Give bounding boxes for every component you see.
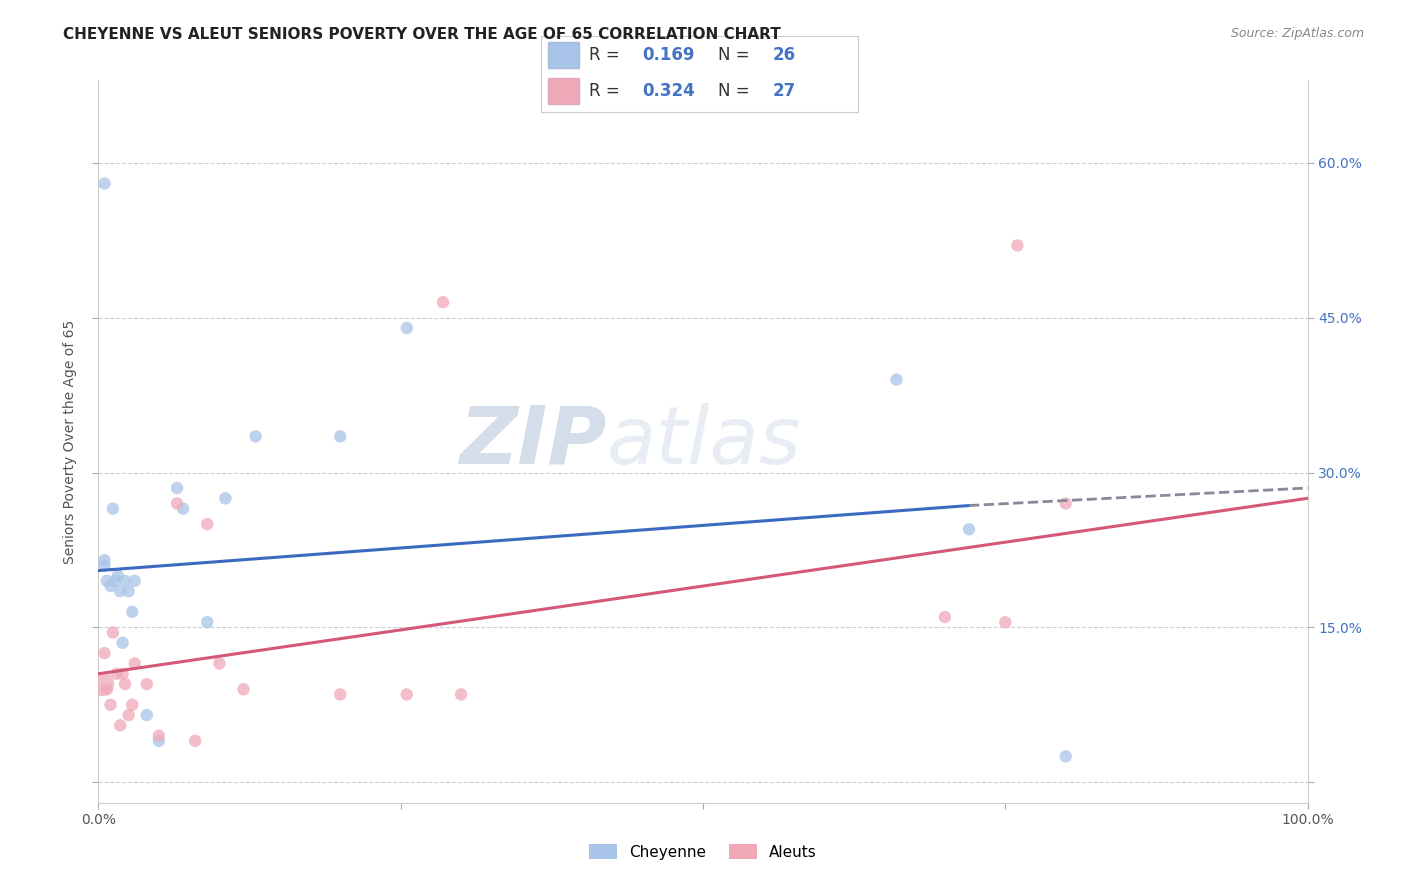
Point xyxy=(105,666,128,681)
Point xyxy=(111,636,134,650)
Text: 0.169: 0.169 xyxy=(643,45,695,63)
Bar xyxy=(548,78,579,104)
Point xyxy=(114,574,136,588)
Point xyxy=(93,553,115,567)
Point xyxy=(118,584,141,599)
Point xyxy=(93,558,115,573)
Point xyxy=(432,295,454,310)
Text: R =: R = xyxy=(589,45,624,63)
Point xyxy=(124,574,146,588)
Point xyxy=(172,501,194,516)
Point xyxy=(208,657,231,671)
Point xyxy=(395,321,418,335)
Point xyxy=(101,625,124,640)
Point xyxy=(118,708,141,723)
Point xyxy=(100,698,122,712)
Point xyxy=(96,574,118,588)
Point xyxy=(994,615,1017,630)
Point xyxy=(121,698,143,712)
Legend: Cheyenne, Aleuts: Cheyenne, Aleuts xyxy=(582,836,824,867)
Point xyxy=(166,496,188,510)
Point xyxy=(934,610,956,624)
Text: N =: N = xyxy=(718,45,755,63)
Point xyxy=(1054,749,1077,764)
Point xyxy=(245,429,267,443)
Point xyxy=(121,605,143,619)
Point xyxy=(1007,238,1029,252)
Text: atlas: atlas xyxy=(606,402,801,481)
Point xyxy=(195,615,218,630)
Bar xyxy=(548,42,579,68)
Point xyxy=(886,373,908,387)
Point xyxy=(184,734,207,748)
Text: ZIP: ZIP xyxy=(458,402,606,481)
Text: 0.324: 0.324 xyxy=(643,82,696,100)
Point xyxy=(450,687,472,701)
Point xyxy=(135,677,157,691)
Point xyxy=(329,429,352,443)
Point xyxy=(395,687,418,701)
Text: CHEYENNE VS ALEUT SENIORS POVERTY OVER THE AGE OF 65 CORRELATION CHART: CHEYENNE VS ALEUT SENIORS POVERTY OVER T… xyxy=(63,27,780,42)
Point xyxy=(108,584,131,599)
Point xyxy=(111,666,134,681)
Point xyxy=(108,718,131,732)
Point xyxy=(214,491,236,506)
Y-axis label: Seniors Poverty Over the Age of 65: Seniors Poverty Over the Age of 65 xyxy=(63,319,77,564)
Point xyxy=(148,734,170,748)
Point xyxy=(329,687,352,701)
Point xyxy=(166,481,188,495)
Point xyxy=(93,646,115,660)
Point xyxy=(107,568,129,582)
Text: 26: 26 xyxy=(772,45,796,63)
Point xyxy=(91,677,114,691)
Point xyxy=(148,729,170,743)
Point xyxy=(93,177,115,191)
Point xyxy=(232,682,254,697)
Point xyxy=(101,501,124,516)
Point xyxy=(957,522,980,536)
Point xyxy=(1054,496,1077,510)
Point xyxy=(104,574,127,588)
Point xyxy=(135,708,157,723)
Text: Source: ZipAtlas.com: Source: ZipAtlas.com xyxy=(1230,27,1364,40)
Point xyxy=(100,579,122,593)
Text: 27: 27 xyxy=(772,82,796,100)
Point xyxy=(195,517,218,532)
Point xyxy=(124,657,146,671)
Text: R =: R = xyxy=(589,82,624,100)
Point xyxy=(96,682,118,697)
Text: N =: N = xyxy=(718,82,755,100)
Point xyxy=(114,677,136,691)
